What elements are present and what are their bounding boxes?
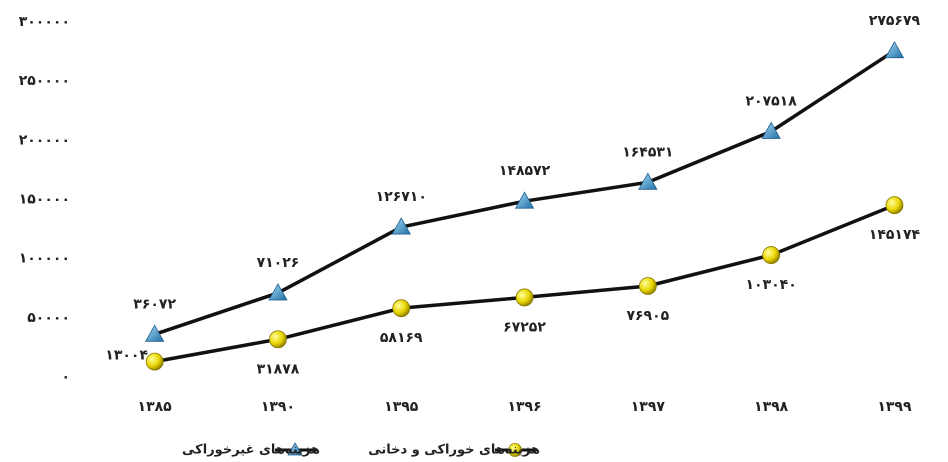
- x-tick-label: ۱۳۹۸: [754, 399, 789, 415]
- data-point: [145, 352, 164, 371]
- data-label: ۱۲۶۷۱۰: [376, 189, 427, 205]
- data-label: ۵۸۱۶۹: [380, 330, 423, 346]
- data-point: [269, 330, 287, 349]
- x-tick-label: ۱۳۸۵: [138, 399, 173, 415]
- data-label: ۶۷۲۵۲: [503, 319, 546, 335]
- legend-marker: [508, 443, 522, 457]
- data-point: [515, 288, 534, 307]
- y-tick-label: ۲۵۰۰۰۰: [19, 73, 70, 89]
- x-tick-label: ۱۳۹۷: [631, 399, 666, 415]
- y-tick-label: ۲۰۰۰۰۰: [19, 132, 70, 148]
- legend-marker: [287, 442, 303, 456]
- data-point: [638, 277, 657, 295]
- data-label: ۱۳۰۰۴: [105, 348, 148, 364]
- data-label: ۲۷۵۶۷۹: [869, 13, 921, 29]
- y-tick-label: ۰: [61, 369, 70, 385]
- data-label: ۱۴۸۵۷۲: [499, 163, 551, 179]
- y-tick-label: ۵۰۰۰۰: [27, 310, 70, 326]
- data-label: ۳۱۸۷۸: [257, 361, 300, 377]
- y-tick-label: ۳۰۰۰۰۰: [19, 14, 70, 30]
- data-point: [761, 121, 781, 139]
- data-point: [392, 299, 411, 318]
- data-label: ۳۶۰۷۲: [133, 296, 176, 312]
- y-tick-label: ۱۵۰۰۰۰: [19, 192, 70, 208]
- data-point: [762, 246, 781, 264]
- data-point: [884, 40, 905, 59]
- x-tick-label: ۱۳۹۵: [384, 399, 419, 415]
- data-point: [144, 324, 165, 342]
- data-point: [391, 217, 411, 235]
- legend-label: هزینه‌های خوراکی و دخانی: [368, 443, 540, 458]
- data-point: [268, 283, 288, 301]
- data-point: [638, 172, 658, 190]
- x-tick-label: ۱۳۹۹: [877, 399, 912, 415]
- data-label: ۱۴۵۱۷۴: [869, 227, 921, 243]
- data-point: [885, 196, 904, 215]
- data-label: ۱۰۳۰۴۰: [746, 277, 797, 293]
- legend-label: هزینه‌های غیرخوراکی: [182, 443, 320, 458]
- data-point: [514, 191, 535, 209]
- x-tick-label: ۱۳۹۶: [507, 399, 541, 415]
- data-label: ۲۰۷۵۱۸: [746, 93, 798, 109]
- y-tick-label: ۱۰۰۰۰۰: [19, 251, 70, 267]
- data-label: ۱۶۴۵۳۱: [622, 144, 673, 160]
- x-tick-label: ۱۳۹۰: [261, 399, 295, 415]
- data-label: ۷۶۹۰۵: [626, 308, 669, 324]
- data-label: ۷۱۰۲۶: [257, 255, 300, 271]
